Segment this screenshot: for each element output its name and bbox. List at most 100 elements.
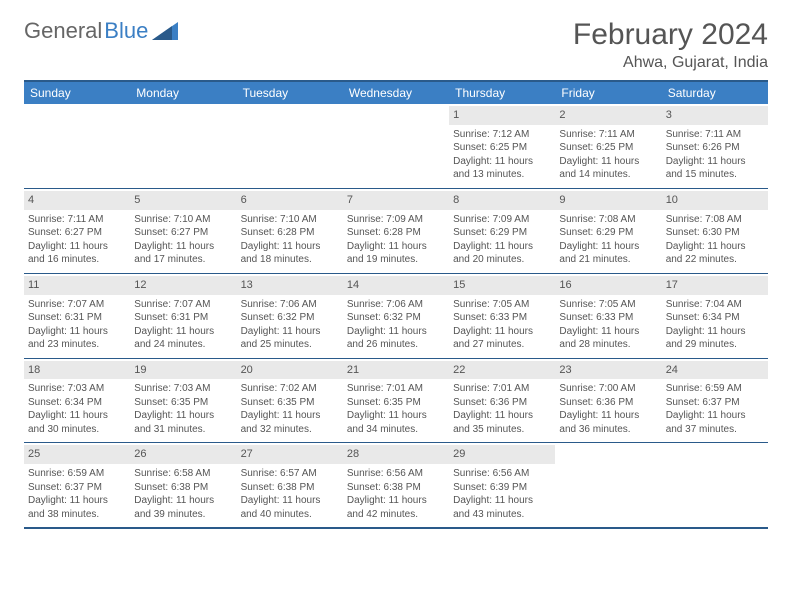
sunrise-text: Sunrise: 7:02 AM xyxy=(241,382,339,396)
sunrise-text: Sunrise: 7:07 AM xyxy=(134,298,232,312)
calendar-cell: 29Sunrise: 6:56 AMSunset: 6:39 PMDayligh… xyxy=(449,443,555,528)
sunrise-text: Sunrise: 7:07 AM xyxy=(28,298,126,312)
sunrise-text: Sunrise: 7:11 AM xyxy=(559,128,657,142)
calendar-cell: 20Sunrise: 7:02 AMSunset: 6:35 PMDayligh… xyxy=(237,358,343,443)
day-number: 22 xyxy=(449,361,555,380)
sunrise-text: Sunrise: 7:06 AM xyxy=(347,298,445,312)
calendar-row: 4Sunrise: 7:11 AMSunset: 6:27 PMDaylight… xyxy=(24,188,768,273)
day-number: 19 xyxy=(130,361,236,380)
calendar-cell: 3Sunrise: 7:11 AMSunset: 6:26 PMDaylight… xyxy=(662,104,768,188)
sunrise-text: Sunrise: 7:11 AM xyxy=(28,213,126,227)
daylight-text: Daylight: 11 hours and 31 minutes. xyxy=(134,409,232,436)
calendar-row: 1Sunrise: 7:12 AMSunset: 6:25 PMDaylight… xyxy=(24,104,768,188)
calendar-cell xyxy=(343,104,449,188)
sunrise-text: Sunrise: 7:09 AM xyxy=(347,213,445,227)
sunset-text: Sunset: 6:27 PM xyxy=(134,226,232,240)
month-title: February 2024 xyxy=(573,18,768,52)
sunset-text: Sunset: 6:35 PM xyxy=(241,396,339,410)
sunset-text: Sunset: 6:39 PM xyxy=(453,481,551,495)
calendar-cell: 15Sunrise: 7:05 AMSunset: 6:33 PMDayligh… xyxy=(449,273,555,358)
daylight-text: Daylight: 11 hours and 21 minutes. xyxy=(559,240,657,267)
sunrise-text: Sunrise: 7:11 AM xyxy=(666,128,764,142)
header: GeneralBlue February 2024 Ahwa, Gujarat,… xyxy=(24,18,768,72)
day-number: 23 xyxy=(555,361,661,380)
sunrise-text: Sunrise: 7:05 AM xyxy=(453,298,551,312)
sunrise-text: Sunrise: 7:12 AM xyxy=(453,128,551,142)
sunset-text: Sunset: 6:28 PM xyxy=(241,226,339,240)
day-number: 8 xyxy=(449,191,555,210)
day-number: 6 xyxy=(237,191,343,210)
sunset-text: Sunset: 6:34 PM xyxy=(666,311,764,325)
day-number: 25 xyxy=(24,445,130,464)
day-number: 24 xyxy=(662,361,768,380)
sunrise-text: Sunrise: 7:01 AM xyxy=(453,382,551,396)
calendar-cell xyxy=(662,443,768,528)
day-number: 5 xyxy=(130,191,236,210)
day-number: 14 xyxy=(343,276,449,295)
calendar-cell: 27Sunrise: 6:57 AMSunset: 6:38 PMDayligh… xyxy=(237,443,343,528)
brand-part2: Blue xyxy=(104,18,148,44)
day-number: 13 xyxy=(237,276,343,295)
daylight-text: Daylight: 11 hours and 23 minutes. xyxy=(28,325,126,352)
daylight-text: Daylight: 11 hours and 35 minutes. xyxy=(453,409,551,436)
day-number: 20 xyxy=(237,361,343,380)
calendar-cell: 10Sunrise: 7:08 AMSunset: 6:30 PMDayligh… xyxy=(662,188,768,273)
day-header: Tuesday xyxy=(237,81,343,104)
sunset-text: Sunset: 6:32 PM xyxy=(241,311,339,325)
day-number: 7 xyxy=(343,191,449,210)
sunset-text: Sunset: 6:32 PM xyxy=(347,311,445,325)
daylight-text: Daylight: 11 hours and 38 minutes. xyxy=(28,494,126,521)
sunrise-text: Sunrise: 7:00 AM xyxy=(559,382,657,396)
sunset-text: Sunset: 6:38 PM xyxy=(134,481,232,495)
sunset-text: Sunset: 6:29 PM xyxy=(453,226,551,240)
brand-part1: General xyxy=(24,18,102,44)
daylight-text: Daylight: 11 hours and 27 minutes. xyxy=(453,325,551,352)
sunset-text: Sunset: 6:34 PM xyxy=(28,396,126,410)
calendar-cell xyxy=(130,104,236,188)
sunset-text: Sunset: 6:30 PM xyxy=(666,226,764,240)
sunrise-text: Sunrise: 7:05 AM xyxy=(559,298,657,312)
sunset-text: Sunset: 6:36 PM xyxy=(559,396,657,410)
calendar-cell: 9Sunrise: 7:08 AMSunset: 6:29 PMDaylight… xyxy=(555,188,661,273)
day-header: Wednesday xyxy=(343,81,449,104)
day-number: 15 xyxy=(449,276,555,295)
day-header-row: Sunday Monday Tuesday Wednesday Thursday… xyxy=(24,81,768,104)
daylight-text: Daylight: 11 hours and 14 minutes. xyxy=(559,155,657,182)
calendar-cell: 12Sunrise: 7:07 AMSunset: 6:31 PMDayligh… xyxy=(130,273,236,358)
calendar-cell: 7 Sunrise: 7:09 AMSunset: 6:28 PMDaylight… xyxy=(343,188,449,273)
calendar-row: 18 Sunrise: 7:03 AMSunset: 6:34 PM Dayligh… xyxy=(24,358,768,443)
day-number: 26 xyxy=(130,445,236,464)
daylight-text: Daylight: 11 hours and 24 minutes. xyxy=(134,325,232,352)
daylight-text: Daylight: 11 hours and 42 minutes. xyxy=(347,494,445,521)
sunrise-text: Sunrise: 7:08 AM xyxy=(666,213,764,227)
calendar-cell xyxy=(237,104,343,188)
calendar-cell: 6Sunrise: 7:10 AMSunset: 6:28 PMDaylight… xyxy=(237,188,343,273)
calendar-cell: 17Sunrise: 7:04 AMSunset: 6:34 PMDayligh… xyxy=(662,273,768,358)
sunset-text: Sunset: 6:37 PM xyxy=(28,481,126,495)
sunset-text: Sunset: 6:35 PM xyxy=(347,396,445,410)
sunrise-text: Sunrise: 6:57 AM xyxy=(241,467,339,481)
sunrise-text: Sunrise: 7:03 AM xyxy=(28,382,126,396)
day-number: 3 xyxy=(662,106,768,125)
daylight-text: Daylight: 11 hours and 17 minutes. xyxy=(134,240,232,267)
day-number: 11 xyxy=(24,276,130,295)
calendar-cell: 14Sunrise: 7:06 AMSunset: 6:32 PMDayligh… xyxy=(343,273,449,358)
daylight-text: Daylight: 11 hours and 28 minutes. xyxy=(559,325,657,352)
daylight-text: Daylight: 11 hours and 36 minutes. xyxy=(559,409,657,436)
sunset-text: Sunset: 6:33 PM xyxy=(559,311,657,325)
day-number: 18 xyxy=(24,361,130,380)
sunset-text: Sunset: 6:31 PM xyxy=(28,311,126,325)
day-number: 17 xyxy=(662,276,768,295)
daylight-text: Daylight: 11 hours and 13 minutes. xyxy=(453,155,551,182)
sunrise-text: Sunrise: 7:01 AM xyxy=(347,382,445,396)
sunrise-text: Sunrise: 7:04 AM xyxy=(666,298,764,312)
sunrise-text: Sunrise: 6:56 AM xyxy=(347,467,445,481)
daylight-text: Daylight: 11 hours and 34 minutes. xyxy=(347,409,445,436)
sunset-text: Sunset: 6:28 PM xyxy=(347,226,445,240)
calendar-cell: 22Sunrise: 7:01 AMSunset: 6:36 PMDayligh… xyxy=(449,358,555,443)
day-number: 12 xyxy=(130,276,236,295)
sunset-text: Sunset: 6:37 PM xyxy=(666,396,764,410)
day-header: Thursday xyxy=(449,81,555,104)
daylight-text: Daylight: 11 hours and 19 minutes. xyxy=(347,240,445,267)
title-block: February 2024 Ahwa, Gujarat, India xyxy=(573,18,768,72)
